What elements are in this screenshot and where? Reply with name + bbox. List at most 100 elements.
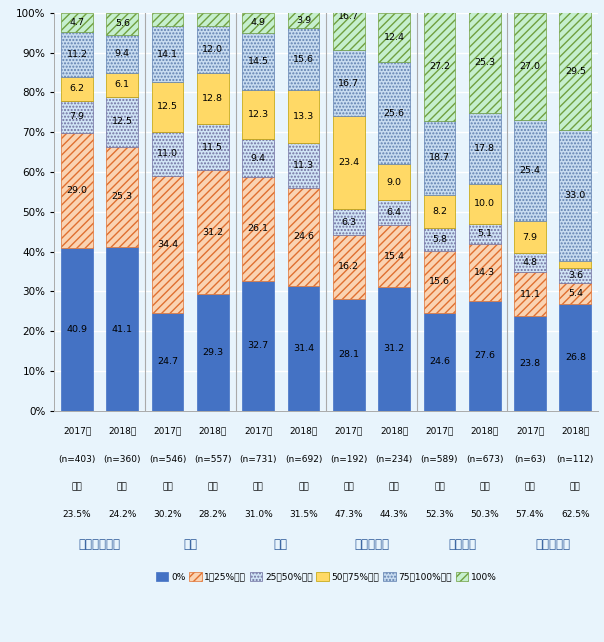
Bar bbox=[559, 261, 591, 268]
Bar bbox=[106, 73, 138, 97]
Text: 41.1: 41.1 bbox=[112, 325, 133, 334]
Text: 52.3%: 52.3% bbox=[425, 510, 454, 519]
Text: 14.3: 14.3 bbox=[474, 268, 495, 277]
Text: 3.9: 3.9 bbox=[296, 15, 311, 24]
Bar bbox=[106, 146, 138, 247]
Text: 31.0%: 31.0% bbox=[244, 510, 272, 519]
Text: (n=360): (n=360) bbox=[103, 455, 141, 464]
Text: (n=234): (n=234) bbox=[376, 455, 413, 464]
Bar bbox=[288, 12, 320, 28]
Text: 5.1: 5.1 bbox=[477, 229, 492, 238]
Text: 平均: 平均 bbox=[434, 483, 445, 492]
Text: 31.2: 31.2 bbox=[202, 228, 223, 237]
Text: 平均: 平均 bbox=[72, 483, 82, 492]
Text: 14.1: 14.1 bbox=[157, 49, 178, 58]
Bar bbox=[333, 209, 365, 234]
Bar bbox=[514, 316, 546, 411]
Text: 12.3: 12.3 bbox=[248, 110, 269, 119]
Bar bbox=[333, 50, 365, 116]
Text: 平均: 平均 bbox=[480, 483, 490, 492]
Text: 2017年: 2017年 bbox=[244, 427, 272, 436]
Text: 12.8: 12.8 bbox=[202, 94, 223, 103]
Text: 平均: 平均 bbox=[389, 483, 399, 492]
Text: ベトナム: ベトナム bbox=[448, 538, 476, 551]
Bar bbox=[106, 247, 138, 411]
Text: 7.9: 7.9 bbox=[69, 112, 85, 121]
Bar bbox=[333, 0, 365, 50]
Bar bbox=[197, 294, 229, 411]
Bar bbox=[469, 244, 501, 301]
Text: 16.7: 16.7 bbox=[338, 78, 359, 87]
Bar bbox=[61, 32, 93, 76]
Bar bbox=[61, 76, 93, 101]
Bar bbox=[423, 121, 455, 195]
Text: 平均: 平均 bbox=[298, 483, 309, 492]
Text: 12.4: 12.4 bbox=[384, 33, 405, 42]
Bar bbox=[559, 304, 591, 411]
Text: 31.2: 31.2 bbox=[384, 344, 405, 353]
Text: 平均: 平均 bbox=[525, 483, 535, 492]
Text: 2018年: 2018年 bbox=[561, 427, 590, 436]
Bar bbox=[423, 313, 455, 411]
Text: 28.2%: 28.2% bbox=[199, 510, 227, 519]
Bar bbox=[288, 28, 320, 90]
Bar bbox=[559, 268, 591, 282]
Text: 2018年: 2018年 bbox=[199, 427, 227, 436]
Bar bbox=[469, 224, 501, 244]
Text: 17.8: 17.8 bbox=[474, 144, 495, 153]
Bar bbox=[378, 62, 410, 164]
Text: 30.2%: 30.2% bbox=[153, 510, 182, 519]
Bar bbox=[514, 13, 546, 120]
Bar bbox=[106, 13, 138, 35]
Text: 57.4%: 57.4% bbox=[516, 510, 544, 519]
Text: 26.8: 26.8 bbox=[565, 353, 586, 362]
Bar bbox=[559, 282, 591, 304]
Text: マレーシア: マレーシア bbox=[354, 538, 389, 551]
Text: 24.6: 24.6 bbox=[293, 232, 314, 241]
Text: 9.4: 9.4 bbox=[251, 153, 266, 162]
Text: 4.9: 4.9 bbox=[251, 19, 266, 28]
Text: 7.9: 7.9 bbox=[522, 232, 538, 241]
Text: 16.2: 16.2 bbox=[338, 263, 359, 272]
Bar bbox=[514, 272, 546, 316]
Text: 13.3: 13.3 bbox=[293, 112, 314, 121]
Text: 6.1: 6.1 bbox=[115, 80, 130, 89]
Bar bbox=[242, 91, 274, 139]
Text: 33.0: 33.0 bbox=[565, 191, 586, 200]
Text: 29.5: 29.5 bbox=[565, 67, 586, 76]
Text: 11.2: 11.2 bbox=[66, 49, 88, 58]
Text: 4.7: 4.7 bbox=[69, 18, 85, 27]
Bar bbox=[152, 26, 184, 82]
Text: 6.4: 6.4 bbox=[387, 208, 402, 217]
Text: (n=546): (n=546) bbox=[149, 455, 186, 464]
Text: 14.5: 14.5 bbox=[248, 57, 269, 66]
Text: 平均: 平均 bbox=[253, 483, 263, 492]
Text: 15.4: 15.4 bbox=[384, 252, 405, 261]
Text: 2018年: 2018年 bbox=[380, 427, 408, 436]
Text: 平均: 平均 bbox=[162, 483, 173, 492]
Text: 27.2: 27.2 bbox=[429, 62, 450, 71]
Text: 11.1: 11.1 bbox=[519, 290, 541, 299]
Text: (n=692): (n=692) bbox=[285, 455, 322, 464]
Bar bbox=[333, 299, 365, 411]
Bar bbox=[469, 12, 501, 113]
Text: 23.8: 23.8 bbox=[519, 359, 541, 368]
Bar bbox=[152, 132, 184, 176]
Bar bbox=[106, 35, 138, 73]
Text: 2017年: 2017年 bbox=[153, 427, 182, 436]
Text: 9.4: 9.4 bbox=[115, 49, 130, 58]
Legend: 0%, 1～25%未満, 25～50%未満, 50～75%未満, 75～100%未満, 100%: 0%, 1～25%未満, 25～50%未満, 50～75%未満, 75～100%… bbox=[152, 569, 500, 586]
Text: 5.4: 5.4 bbox=[568, 289, 583, 298]
Text: 26.1: 26.1 bbox=[248, 224, 269, 233]
Text: 29.0: 29.0 bbox=[66, 186, 88, 195]
Bar bbox=[469, 113, 501, 184]
Bar bbox=[242, 139, 274, 177]
Text: 40.9: 40.9 bbox=[66, 325, 88, 334]
Bar bbox=[242, 13, 274, 33]
Text: 2017年: 2017年 bbox=[425, 427, 454, 436]
Text: 31.5%: 31.5% bbox=[289, 510, 318, 519]
Text: 15.6: 15.6 bbox=[429, 277, 450, 286]
Bar bbox=[333, 234, 365, 299]
Text: 2018年: 2018年 bbox=[108, 427, 137, 436]
Text: (n=63): (n=63) bbox=[514, 455, 546, 464]
